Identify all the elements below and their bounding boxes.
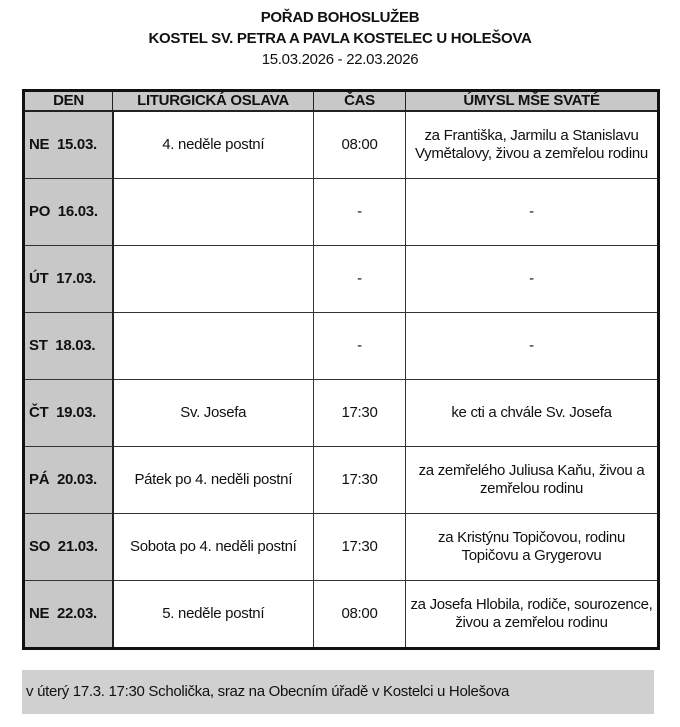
intention-cell: za Kristýnu Topičovou, rodinu Topičovu a… bbox=[405, 513, 659, 581]
day-cell: SO 21.03. bbox=[23, 513, 114, 581]
schedule-table: DEN LITURGICKÁ OSLAVA ČAS ÚMYSL MŠE SVAT… bbox=[22, 89, 660, 650]
celebration-cell: Sobota po 4. neděli postní bbox=[112, 513, 314, 581]
celebration-cell bbox=[112, 178, 314, 246]
time-cell: 08:00 bbox=[313, 580, 406, 649]
intention-cell: - bbox=[405, 245, 659, 313]
announcement-note: v úterý 17.3. 17:30 Scholička, sraz na O… bbox=[22, 670, 654, 714]
intention-cell: ke cti a chvále Sv. Josefa bbox=[405, 379, 659, 447]
day-cell: ČT 19.03. bbox=[23, 379, 114, 447]
header-intention: ÚMYSL MŠE SVATÉ bbox=[405, 90, 659, 112]
time-cell: - bbox=[313, 245, 406, 313]
day-cell: NE 22.03. bbox=[23, 580, 114, 649]
day-cell: PO 16.03. bbox=[23, 178, 114, 246]
celebration-cell: 5. neděle postní bbox=[112, 580, 314, 649]
celebration-cell: Sv. Josefa bbox=[112, 379, 314, 447]
celebration-cell: 4. neděle postní bbox=[112, 110, 314, 179]
day-cell: PÁ 20.03. bbox=[23, 446, 114, 514]
header-celebration: LITURGICKÁ OSLAVA bbox=[112, 90, 314, 112]
table-row: SO 21.03. Sobota po 4. neděli postní 17:30… bbox=[23, 513, 659, 581]
intention-cell: za zemřelého Juliusa Kaňu, živou a zemře… bbox=[405, 446, 659, 514]
table-row: NE 15.03. 4. neděle postní 08:00 za Františ… bbox=[23, 110, 659, 179]
day-cell: ST 18.03. bbox=[23, 312, 114, 380]
table-row: NE 22.03. 5. neděle postní 08:00 za Josefa … bbox=[23, 580, 659, 649]
table-row: ÚT 17.03. - - bbox=[23, 245, 659, 313]
time-cell: - bbox=[313, 178, 406, 246]
intention-cell: - bbox=[405, 312, 659, 380]
table-header-row: DEN LITURGICKÁ OSLAVA ČAS ÚMYSL MŠE SVAT… bbox=[23, 90, 659, 112]
celebration-cell: Pátek po 4. neděli postní bbox=[112, 446, 314, 514]
celebration-cell bbox=[112, 245, 314, 313]
table-row: PO 16.03. - - bbox=[23, 178, 659, 246]
intention-cell: za Josefa Hlobila, rodiče, sourozence, ž… bbox=[405, 580, 659, 649]
document-title: POŘAD BOHOSLUŽEB bbox=[260, 9, 420, 26]
date-range: 15.03.2026 - 22.03.2026 bbox=[261, 51, 419, 68]
day-cell: ÚT 17.03. bbox=[23, 245, 114, 313]
intention-cell: - bbox=[405, 178, 659, 246]
time-cell: 17:30 bbox=[313, 513, 406, 581]
table-row: ST 18.03. - - bbox=[23, 312, 659, 380]
time-cell: 17:30 bbox=[313, 446, 406, 514]
intention-cell: za Františka, Jarmilu a Stanislavu Vymět… bbox=[405, 110, 659, 179]
celebration-cell bbox=[112, 312, 314, 380]
church-name: KOSTEL SV. PETRA A PAVLA KOSTELEC U HOLE… bbox=[148, 30, 532, 47]
table-row: ČT 19.03. Sv. Josefa 17:30 ke cti a chvále … bbox=[23, 379, 659, 447]
day-cell: NE 15.03. bbox=[23, 110, 114, 179]
header-day: DEN bbox=[23, 90, 113, 112]
time-cell: - bbox=[313, 312, 406, 380]
header-time: ČAS bbox=[313, 90, 406, 112]
time-cell: 08:00 bbox=[313, 110, 406, 179]
table-row: PÁ 20.03. Pátek po 4. neděli postní 17:30 z… bbox=[23, 446, 659, 514]
time-cell: 17:30 bbox=[313, 379, 406, 447]
